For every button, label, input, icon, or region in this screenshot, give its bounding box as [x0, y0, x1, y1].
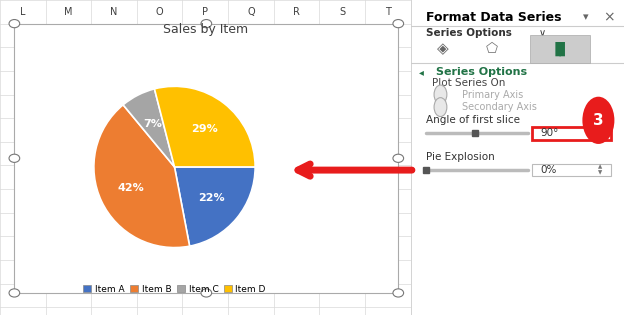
- Text: Sales by Item: Sales by Item: [163, 23, 248, 36]
- Text: ∨: ∨: [539, 28, 546, 38]
- Text: 42%: 42%: [117, 183, 144, 192]
- Circle shape: [201, 20, 212, 28]
- Text: Series Options: Series Options: [436, 67, 527, 77]
- Text: S: S: [339, 7, 345, 17]
- Legend: Item A, Item B, Item C, Item D: Item A, Item B, Item C, Item D: [81, 283, 268, 295]
- Circle shape: [201, 289, 212, 297]
- Text: ×: ×: [603, 10, 615, 24]
- Bar: [532, 164, 611, 176]
- Circle shape: [393, 154, 404, 163]
- Text: M: M: [64, 7, 72, 17]
- Text: Primary Axis: Primary Axis: [462, 89, 523, 100]
- Text: 22%: 22%: [198, 193, 225, 203]
- Circle shape: [393, 20, 404, 28]
- Bar: [532, 127, 611, 140]
- Text: ▐▌: ▐▌: [549, 42, 570, 56]
- Wedge shape: [175, 167, 255, 246]
- Circle shape: [434, 85, 447, 104]
- Circle shape: [582, 97, 615, 144]
- Wedge shape: [94, 105, 190, 248]
- Wedge shape: [123, 89, 175, 167]
- Text: Plot Series On: Plot Series On: [432, 78, 505, 89]
- Text: Format Data Series: Format Data Series: [426, 11, 561, 24]
- Text: ▾: ▾: [583, 12, 588, 22]
- Text: ◂: ◂: [419, 67, 424, 77]
- Bar: [530, 35, 590, 63]
- Circle shape: [9, 154, 20, 163]
- Text: ▲: ▲: [598, 164, 603, 169]
- Text: 29%: 29%: [191, 124, 218, 134]
- Text: Pie Explosion: Pie Explosion: [426, 152, 494, 163]
- Text: Series Options: Series Options: [426, 28, 512, 38]
- Text: R: R: [293, 7, 300, 17]
- Text: Secondary Axis: Secondary Axis: [462, 102, 537, 112]
- Bar: [14, 24, 398, 293]
- Text: Angle of first slice: Angle of first slice: [426, 115, 520, 125]
- Text: ⬠: ⬠: [485, 42, 498, 56]
- Circle shape: [9, 289, 20, 297]
- Circle shape: [393, 289, 404, 297]
- Text: L: L: [20, 7, 26, 17]
- Text: ▼: ▼: [598, 170, 603, 175]
- Text: P: P: [202, 7, 208, 17]
- Text: 90°: 90°: [541, 128, 559, 138]
- Circle shape: [9, 20, 20, 28]
- Text: 0%: 0%: [541, 165, 557, 175]
- Text: 3: 3: [593, 113, 603, 128]
- Text: N: N: [110, 7, 118, 17]
- Circle shape: [434, 98, 447, 117]
- Text: O: O: [156, 7, 163, 17]
- Text: ◈: ◈: [437, 41, 449, 56]
- Text: Q: Q: [247, 7, 255, 17]
- Wedge shape: [155, 86, 255, 167]
- Text: T: T: [385, 7, 391, 17]
- Text: 7%: 7%: [143, 119, 162, 129]
